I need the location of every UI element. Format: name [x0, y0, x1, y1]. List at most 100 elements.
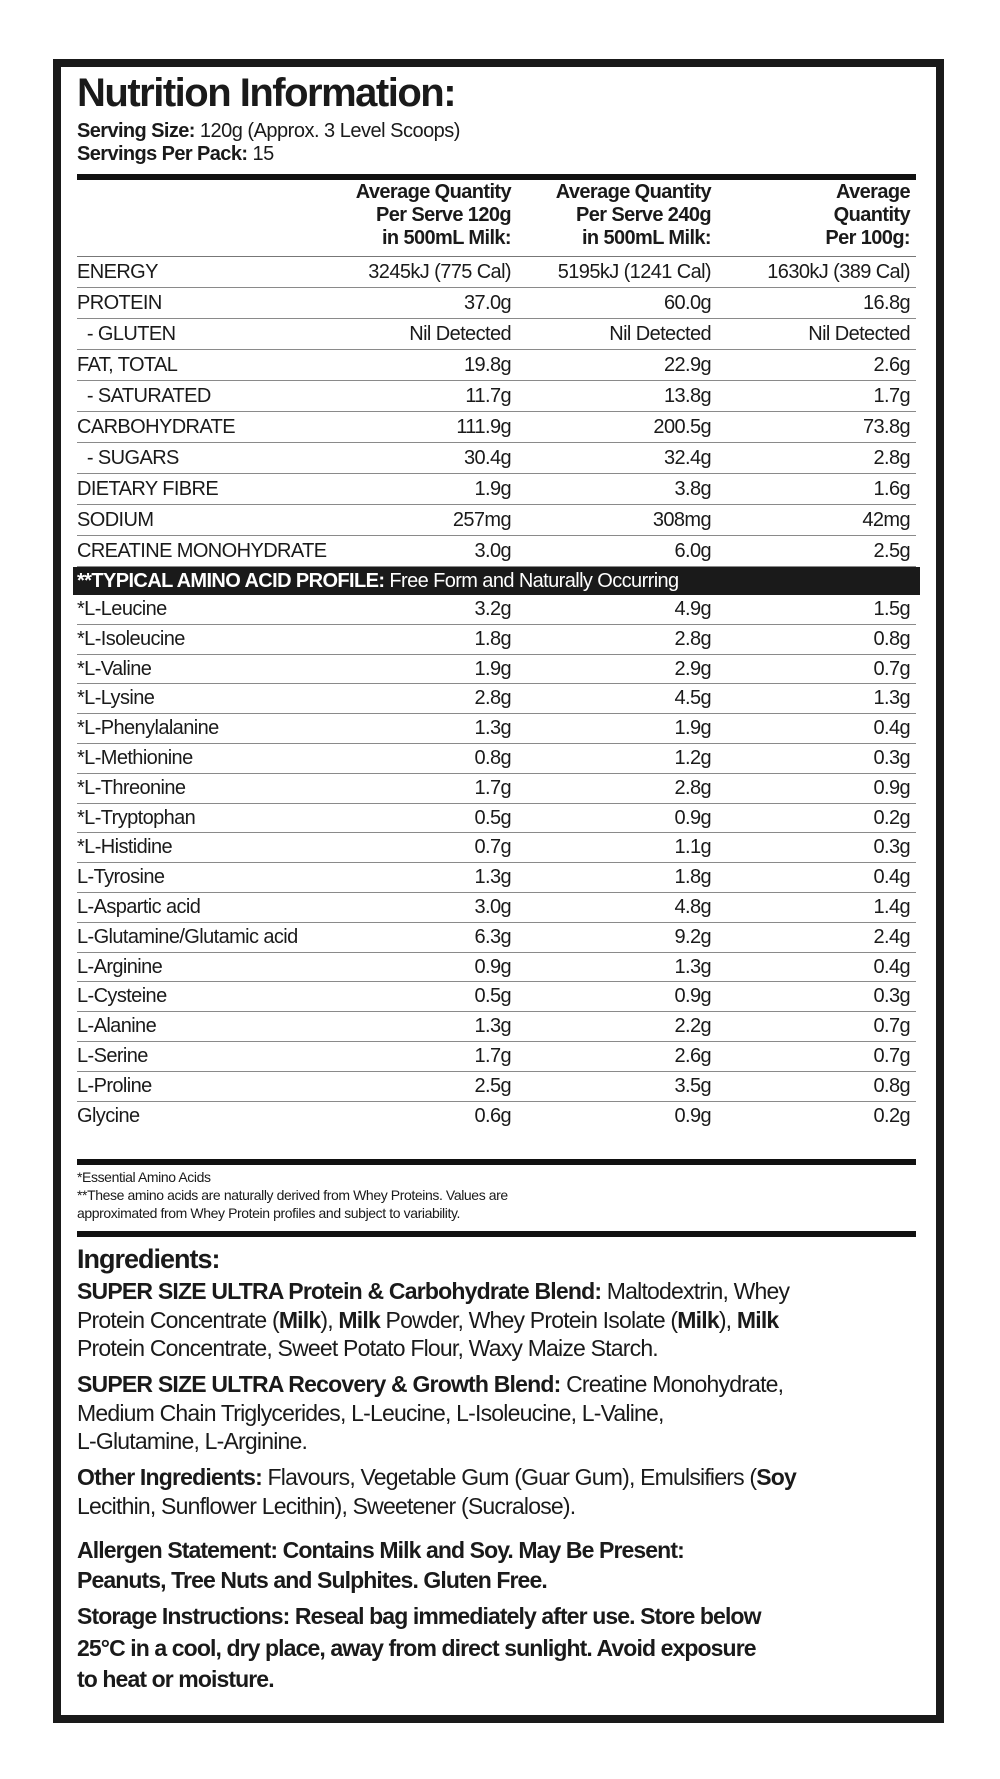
column-header-per-100g: Average Quantity Per 100g: [711, 181, 910, 256]
table-row: *L-Isoleucine 1.8g 2.8g 0.8g [77, 625, 916, 655]
row-value: 11.7g [465, 385, 511, 407]
row-value: 19.8g [463, 354, 512, 376]
row-value: 0.4g [873, 717, 910, 740]
column-header-line: Per Serve 240g [575, 204, 712, 226]
row-value: 1.9g [474, 478, 511, 500]
row-value: 3245kJ (775 Cal) [368, 261, 511, 283]
ingredient-bold-text: Other Ingredients: [77, 1464, 263, 1490]
row-value: 111.9g [456, 416, 511, 438]
ingredient-line: SUPER SIZE ULTRA Protein & Carbohydrate … [77, 1277, 916, 1306]
label-border [53, 59, 944, 1723]
ingredient-line: Protein Concentrate, Sweet Potato Flour,… [77, 1334, 916, 1363]
row-value: 0.9g [674, 985, 711, 1008]
column-header-line: Quantity [833, 204, 911, 226]
row-value: 2.5g [873, 540, 910, 562]
row-value: 3.5g [674, 1074, 711, 1097]
row-value: 3.8g [674, 478, 711, 500]
footnote: approximated from Whey Protein profiles … [77, 1205, 461, 1221]
nutrition-title: Nutrition Information: [77, 71, 457, 115]
row-value: 200.5g [653, 416, 711, 438]
table-row: - SUGARS 30.4g 32.4g 2.8g [77, 443, 916, 474]
row-label: Glycine [77, 1104, 140, 1127]
row-label: L-Proline [77, 1074, 152, 1097]
row-label: L-Cysteine [77, 985, 167, 1008]
ingredient-paragraph: SUPER SIZE ULTRA Recovery & Growth Blend… [77, 1370, 916, 1456]
footnotes: *Essential Amino Acids **These amino aci… [77, 1168, 916, 1222]
nutrient-table: ENERGY 3245kJ (775 Cal) 5195kJ (1241 Cal) 1… [77, 257, 916, 567]
table-row: *L-Threonine 1.7g 2.8g 0.9g [77, 774, 916, 804]
row-value: 0.4g [873, 866, 910, 889]
ingredient-text: Flavours, Vegetable Gum (Guar Gum), Emul… [261, 1464, 758, 1490]
row-value: 73.8g [862, 416, 911, 438]
ingredient-text: Maltodextrin, Whey [601, 1278, 790, 1304]
row-label: *L-Histidine [77, 836, 173, 859]
row-label: CARBOHYDRATE [77, 416, 236, 438]
amino-header-rest: Free Form and Naturally Occurring [384, 570, 679, 592]
ingredient-line: Lecithin, Sunflower Lecithin), Sweetener… [77, 1492, 916, 1521]
row-label: *L-Isoleucine [77, 627, 185, 650]
storage-line: 25°C in a cool, dry place, away from dir… [77, 1634, 757, 1661]
row-label: L-Tyrosine [77, 866, 165, 889]
row-value: 22.9g [663, 354, 712, 376]
row-value: 0.8g [873, 627, 910, 650]
ingredient-text: Creatine Monohydrate, [560, 1371, 784, 1397]
row-value: 30.4g [463, 447, 512, 469]
row-value: 0.7g [873, 657, 910, 680]
ingredient-text: Medium Chain Triglycerides, L-Leucine, L… [77, 1399, 664, 1426]
table-row: *L-Histidine 0.7g 1.1g 0.3g [77, 833, 916, 864]
row-value: 0.9g [873, 776, 910, 799]
ingredient-bold-text: Milk [338, 1306, 380, 1333]
row-value: 2.8g [474, 687, 511, 710]
row-value: 5195kJ (1241 Cal) [557, 261, 712, 283]
table-row: *L-Leucine 3.2g 4.9g 1.5g [77, 595, 916, 625]
row-value: 3.2g [474, 598, 511, 620]
ingredient-text: Lecithin, Sunflower Lecithin), Sweetener… [77, 1492, 576, 1519]
row-value: 1.8g [474, 627, 511, 650]
row-label: L-Aspartic acid [77, 895, 201, 918]
ingredient-text: Powder, Whey Protein Isolate ( [379, 1306, 679, 1333]
row-value: 32.4g [663, 447, 712, 469]
serving-size-label: Serving Size: [77, 120, 195, 142]
ingredient-line: SUPER SIZE ULTRA Recovery & Growth Blend… [77, 1370, 916, 1399]
row-value: 0.5g [474, 985, 511, 1008]
row-value: 1.7g [873, 385, 910, 407]
allergen-statement: Allergen Statement: Contains Milk and So… [77, 1535, 916, 1595]
row-value: 0.7g [474, 836, 511, 859]
row-value: 4.9g [674, 598, 711, 620]
ingredient-text: ), [718, 1306, 737, 1333]
row-value: 0.3g [873, 836, 910, 859]
table-row: CARBOHYDRATE 111.9g 200.5g 73.8g [77, 412, 916, 443]
table-row: L-Tyrosine 1.3g 1.8g 0.4g [77, 863, 916, 893]
row-label: CREATINE MONOHYDRATE [77, 540, 327, 562]
row-value: 0.5g [474, 806, 511, 829]
servings-per-pack-label: Servings Per Pack: [77, 143, 248, 165]
row-value: 308mg [652, 509, 712, 531]
row-label: *L-Tryptophan [77, 806, 196, 829]
ingredient-paragraph: SUPER SIZE ULTRA Protein & Carbohydrate … [77, 1277, 916, 1363]
column-header-line: Average Quantity [555, 181, 712, 203]
column-header-line: in 500mL Milk: [581, 227, 712, 249]
row-value: 1.7g [474, 1044, 511, 1067]
row-label: DIETARY FIBRE [77, 478, 219, 500]
table-row: PROTEIN 37.0g 60.0g 16.8g [77, 288, 916, 319]
row-value: 0.8g [873, 1074, 910, 1097]
row-value: 2.5g [474, 1074, 511, 1097]
column-header-line: in 500mL Milk: [381, 227, 512, 249]
row-value: 0.3g [873, 985, 910, 1008]
row-value: 0.6g [474, 1104, 511, 1127]
table-row: DIETARY FIBRE 1.9g 3.8g 1.6g [77, 474, 916, 505]
row-label: *L-Phenylalanine [77, 717, 219, 740]
row-label: FAT, TOTAL [77, 354, 178, 376]
row-value: 0.7g [873, 1044, 910, 1067]
column-header-line: Average Quantity [355, 181, 512, 203]
row-label: - GLUTEN [77, 323, 176, 345]
table-row: L-Proline 2.5g 3.5g 0.8g [77, 1072, 916, 1102]
table-row: ENERGY 3245kJ (775 Cal) 5195kJ (1241 Cal) 1… [77, 257, 916, 288]
ingredient-bold-text: Milk [278, 1306, 321, 1333]
row-label: - SUGARS [77, 447, 179, 469]
table-row: Glycine 0.6g 0.9g 0.2g [77, 1102, 916, 1132]
row-value: Nil Detected [609, 323, 711, 345]
ingredient-bold-text: SUPER SIZE ULTRA Recovery & Growth Blend… [77, 1371, 561, 1397]
row-value: 2.8g [674, 776, 711, 799]
ingredient-text: Protein Concentrate ( [77, 1306, 280, 1333]
